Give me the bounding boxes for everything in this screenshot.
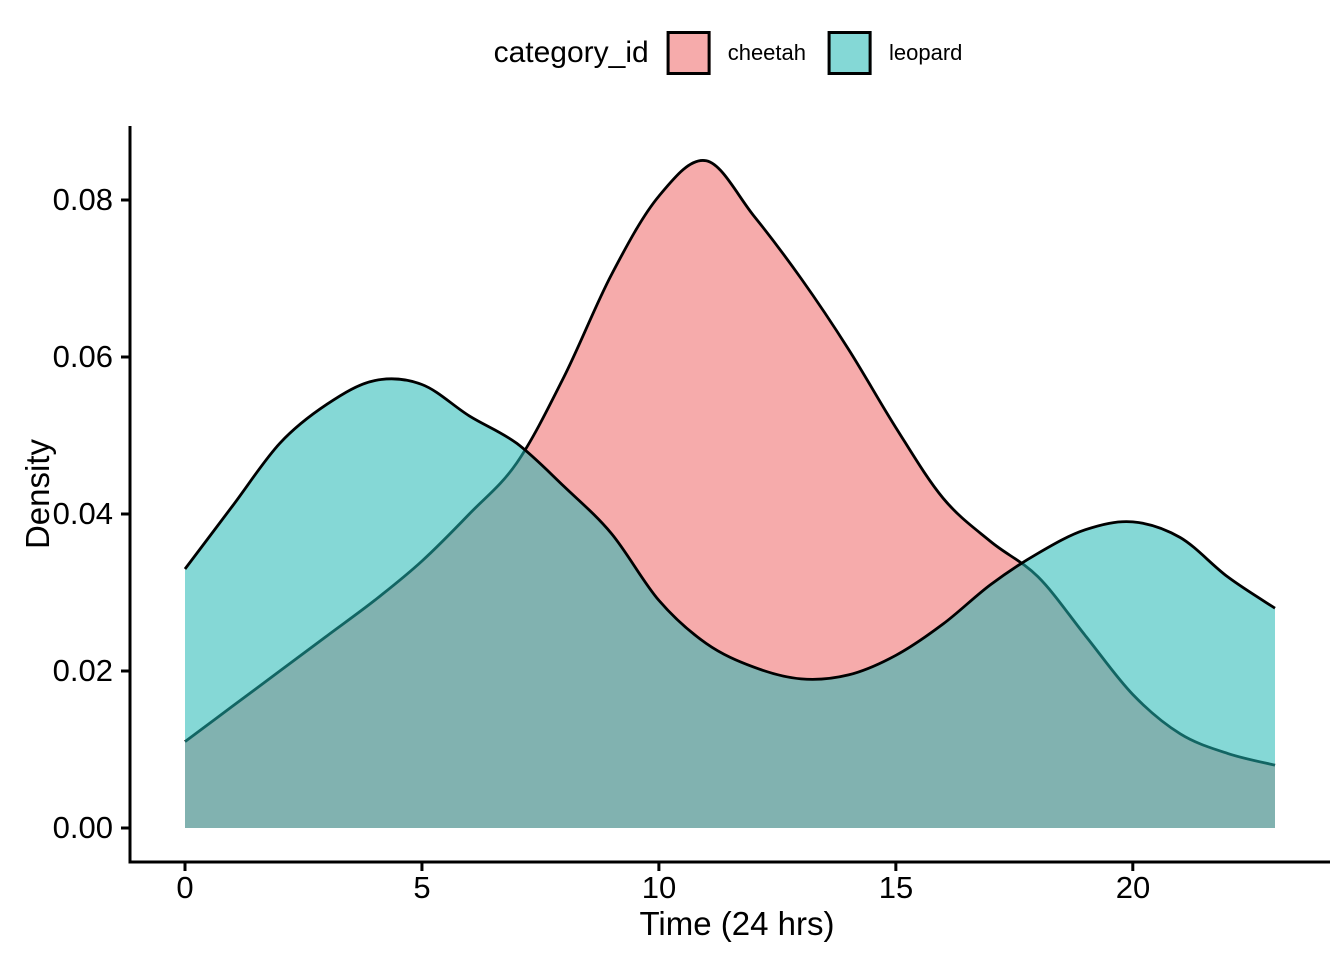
leopard-density-area <box>185 378 1275 828</box>
x-tick-label-15: 15 <box>878 870 914 905</box>
legend-entry-cheetah: cheetah <box>666 31 807 75</box>
leopard-key-swatch <box>828 31 873 75</box>
cheetah-key-label: cheetah <box>727 40 807 65</box>
legend-entry-leopard: leopard <box>828 31 962 75</box>
legend: category_id cheetah leopard <box>493 31 962 75</box>
legend-title: category_id <box>493 36 649 69</box>
axis-tick-marks <box>121 198 1135 871</box>
leopard-key-label: leopard <box>889 40 963 65</box>
cheetah-key-swatch <box>666 31 711 75</box>
density-series-group <box>183 159 1276 828</box>
x-tick-label-5: 5 <box>413 870 431 905</box>
y-tick-label-0.08: 0.08 <box>52 182 113 217</box>
x-tick-label-0: 0 <box>176 870 194 905</box>
leopard-density-outline <box>183 377 1276 681</box>
y-tick-label-0.06: 0.06 <box>52 339 113 374</box>
x-tick-label-10: 10 <box>641 870 677 905</box>
x-tick-label-20: 20 <box>1115 870 1151 905</box>
y-tick-label-0.00: 0.00 <box>52 810 113 845</box>
y-tick-label-0.02: 0.02 <box>52 653 113 688</box>
y-axis-title: Density <box>19 438 56 550</box>
y-tick-label-0.04: 0.04 <box>52 496 113 531</box>
x-axis-title: Time (24 hrs) <box>639 905 835 942</box>
axis-group <box>121 126 1330 871</box>
